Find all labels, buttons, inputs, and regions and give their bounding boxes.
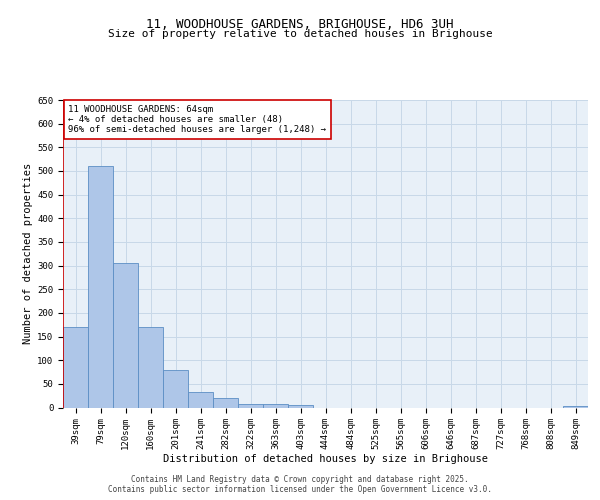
Text: Size of property relative to detached houses in Brighouse: Size of property relative to detached ho… <box>107 29 493 39</box>
Bar <box>88 166 113 408</box>
Bar <box>188 392 213 407</box>
Text: 11 WOODHOUSE GARDENS: 64sqm
← 4% of detached houses are smaller (48)
96% of semi: 11 WOODHOUSE GARDENS: 64sqm ← 4% of deta… <box>68 104 326 134</box>
Bar <box>213 398 238 407</box>
Bar <box>113 263 138 408</box>
Bar <box>163 370 188 408</box>
X-axis label: Distribution of detached houses by size in Brighouse: Distribution of detached houses by size … <box>163 454 488 464</box>
Text: Contains HM Land Registry data © Crown copyright and database right 2025.
Contai: Contains HM Land Registry data © Crown c… <box>108 474 492 494</box>
Bar <box>563 406 588 407</box>
Bar <box>238 404 263 407</box>
Bar <box>288 405 313 407</box>
Bar <box>63 327 88 407</box>
Text: 11, WOODHOUSE GARDENS, BRIGHOUSE, HD6 3UH: 11, WOODHOUSE GARDENS, BRIGHOUSE, HD6 3U… <box>146 18 454 30</box>
Bar <box>138 327 163 407</box>
Bar <box>263 404 288 407</box>
Y-axis label: Number of detached properties: Number of detached properties <box>23 163 33 344</box>
